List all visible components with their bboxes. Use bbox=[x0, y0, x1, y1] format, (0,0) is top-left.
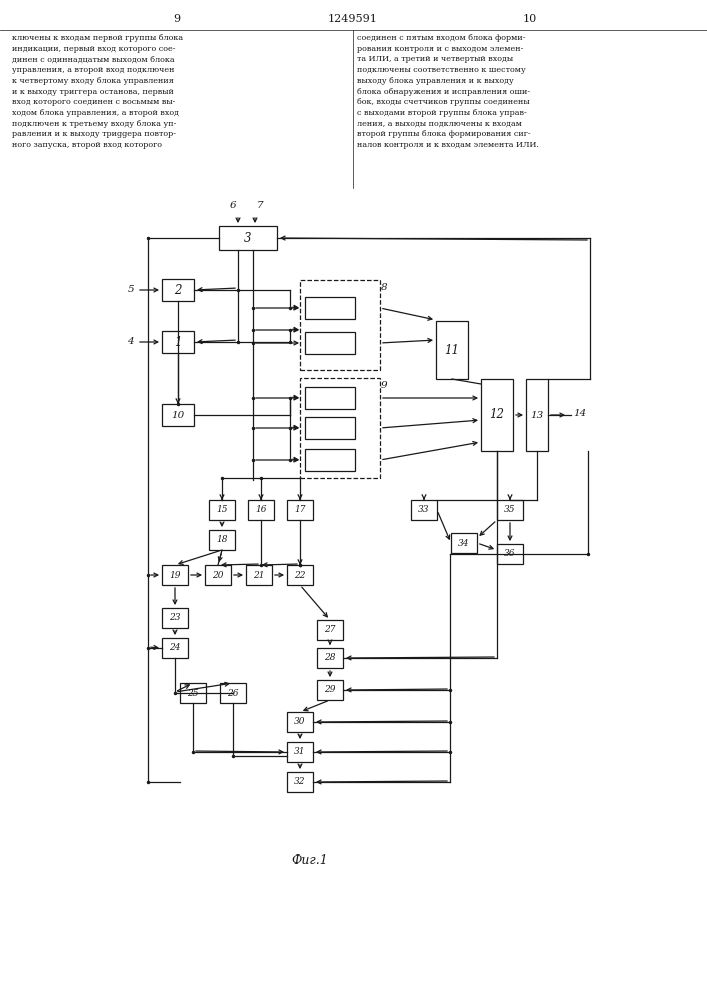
Bar bbox=[162, 279, 194, 301]
Bar bbox=[305, 449, 355, 471]
Text: 29: 29 bbox=[325, 686, 336, 694]
Text: 28: 28 bbox=[325, 654, 336, 662]
Text: 24: 24 bbox=[169, 644, 181, 652]
Text: 34: 34 bbox=[458, 538, 469, 548]
Bar bbox=[317, 620, 343, 640]
Text: 14: 14 bbox=[573, 410, 586, 418]
Bar bbox=[300, 280, 380, 370]
Text: 23: 23 bbox=[169, 613, 181, 622]
Bar bbox=[451, 533, 477, 553]
Bar bbox=[305, 387, 355, 409]
Text: 1249591: 1249591 bbox=[328, 14, 378, 24]
Text: 36: 36 bbox=[504, 550, 515, 558]
Text: 31: 31 bbox=[294, 748, 305, 756]
Text: 20: 20 bbox=[212, 570, 223, 580]
Bar bbox=[205, 565, 231, 585]
Text: 9: 9 bbox=[381, 381, 387, 390]
Text: 12: 12 bbox=[489, 408, 505, 422]
Text: ключены к входам первой группы блока
индикации, первый вход которого сое-
динен : ключены к входам первой группы блока инд… bbox=[12, 34, 183, 149]
Text: 21: 21 bbox=[253, 570, 264, 580]
Bar bbox=[411, 500, 437, 520]
Text: 11: 11 bbox=[445, 344, 460, 357]
Bar bbox=[287, 772, 313, 792]
Text: 22: 22 bbox=[294, 570, 305, 580]
Text: 10: 10 bbox=[523, 14, 537, 24]
Text: 15: 15 bbox=[216, 506, 228, 514]
Bar bbox=[497, 500, 523, 520]
Bar bbox=[287, 500, 313, 520]
Bar bbox=[287, 565, 313, 585]
Bar bbox=[305, 297, 355, 319]
Text: 4: 4 bbox=[127, 338, 134, 347]
Bar bbox=[305, 332, 355, 354]
Text: 13: 13 bbox=[530, 410, 544, 420]
Text: Фиг.1: Фиг.1 bbox=[291, 854, 328, 866]
Text: 33: 33 bbox=[419, 506, 430, 514]
Text: 7: 7 bbox=[257, 201, 264, 210]
Text: 16: 16 bbox=[255, 506, 267, 514]
Bar bbox=[162, 404, 194, 426]
Bar bbox=[305, 417, 355, 439]
Bar bbox=[526, 379, 548, 451]
Bar bbox=[246, 565, 272, 585]
Bar bbox=[287, 712, 313, 732]
Text: 9: 9 bbox=[173, 14, 180, 24]
Text: 5: 5 bbox=[127, 286, 134, 294]
Bar bbox=[317, 648, 343, 668]
Bar bbox=[209, 530, 235, 550]
Bar bbox=[248, 500, 274, 520]
Bar bbox=[436, 321, 468, 379]
Bar bbox=[481, 379, 513, 451]
Text: 17: 17 bbox=[294, 506, 305, 514]
Text: 1: 1 bbox=[174, 336, 182, 349]
Text: 10: 10 bbox=[171, 410, 185, 420]
Bar bbox=[162, 565, 188, 585]
Text: 8: 8 bbox=[381, 283, 387, 292]
Bar bbox=[162, 331, 194, 353]
Bar bbox=[300, 378, 380, 478]
Bar bbox=[219, 226, 277, 250]
Bar bbox=[317, 680, 343, 700]
Text: 6: 6 bbox=[229, 201, 236, 210]
Text: 2: 2 bbox=[174, 284, 182, 296]
Bar bbox=[287, 742, 313, 762]
Text: 3: 3 bbox=[244, 232, 252, 244]
Bar bbox=[162, 608, 188, 628]
Bar bbox=[209, 500, 235, 520]
Bar bbox=[162, 638, 188, 658]
Bar bbox=[497, 544, 523, 564]
Text: 27: 27 bbox=[325, 626, 336, 635]
Text: соединен с пятым входом блока форми-
рования контроля и с выходом элемен-
та ИЛИ: соединен с пятым входом блока форми- ров… bbox=[357, 34, 539, 149]
Bar bbox=[180, 683, 206, 703]
Text: 35: 35 bbox=[504, 506, 515, 514]
Text: 25: 25 bbox=[187, 688, 199, 698]
Text: 30: 30 bbox=[294, 718, 305, 726]
Bar bbox=[220, 683, 246, 703]
Text: 26: 26 bbox=[227, 688, 239, 698]
Text: 18: 18 bbox=[216, 536, 228, 544]
Text: 32: 32 bbox=[294, 778, 305, 786]
Text: 19: 19 bbox=[169, 570, 181, 580]
